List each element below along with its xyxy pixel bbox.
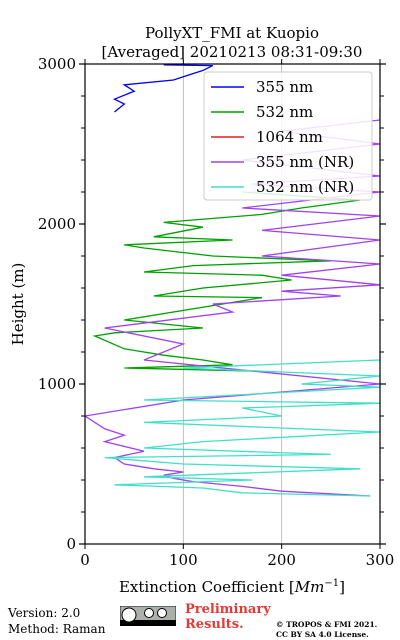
legend: 355 nm 532 nm 1064 nm 355 nm (NR) 532 nm (NR… <box>203 71 373 201</box>
legend-label: 355 nm (NR) <box>256 153 354 171</box>
cc-license-badge <box>120 606 176 626</box>
x-axis-label-unit: Mm <box>294 578 325 596</box>
legend-label: 355 nm <box>256 78 313 96</box>
copyright-notice: © TROPOS & FMI 2021. CC BY SA 4.0 Licens… <box>276 620 377 640</box>
version-text: Version: 2.0 <box>8 606 81 620</box>
legend-entries: 355 nm 532 nm 1064 nm 355 nm (NR) 532 nm (NR… <box>211 78 354 196</box>
x-axis-label: Extinction Coefficient [Mm−1] <box>119 578 345 596</box>
x-tick-label: 100 <box>169 551 198 569</box>
copyright-line-1: © TROPOS & FMI 2021. <box>276 620 378 629</box>
preliminary-notice: Preliminary Results. <box>185 602 271 632</box>
legend-box <box>203 71 373 201</box>
method-text: Method: Raman <box>8 622 106 636</box>
copyright-line-2: CC BY SA 4.0 License. <box>276 630 369 639</box>
legend-label: 532 nm <box>256 103 313 121</box>
x-tick-label: 200 <box>267 551 296 569</box>
series-line-355-nm <box>112 64 214 113</box>
preliminary-line-2: Results. <box>185 617 244 632</box>
x-axis-label-exponent: −1 <box>324 578 339 589</box>
y-tick-label: 1000 <box>38 375 76 393</box>
plot-frame <box>84 63 381 545</box>
x-axis-label-text: Extinction Coefficient [ <box>119 578 295 596</box>
legend-label: 1064 nm <box>256 128 323 146</box>
chart-subtitle: [Averaged] 20210213 08:31-09:30 <box>102 43 363 61</box>
series-line-532-nm <box>92 191 361 372</box>
preliminary-line-1: Preliminary <box>185 602 271 617</box>
x-tick-label: 300 <box>366 551 395 569</box>
y-tick-label: 0 <box>66 535 76 553</box>
y-tick-label: 3000 <box>38 55 76 73</box>
chart-title: PollyXT_FMI at Kuopio <box>145 24 319 42</box>
y-axis-label: Height (m) <box>9 263 27 346</box>
series-line-532-nm-nr- <box>104 355 380 497</box>
x-axis-label-close: ] <box>339 578 345 596</box>
y-tick-label: 2000 <box>38 215 76 233</box>
legend-label: 532 nm (NR) <box>256 178 354 196</box>
x-tick-label: 0 <box>80 551 90 569</box>
